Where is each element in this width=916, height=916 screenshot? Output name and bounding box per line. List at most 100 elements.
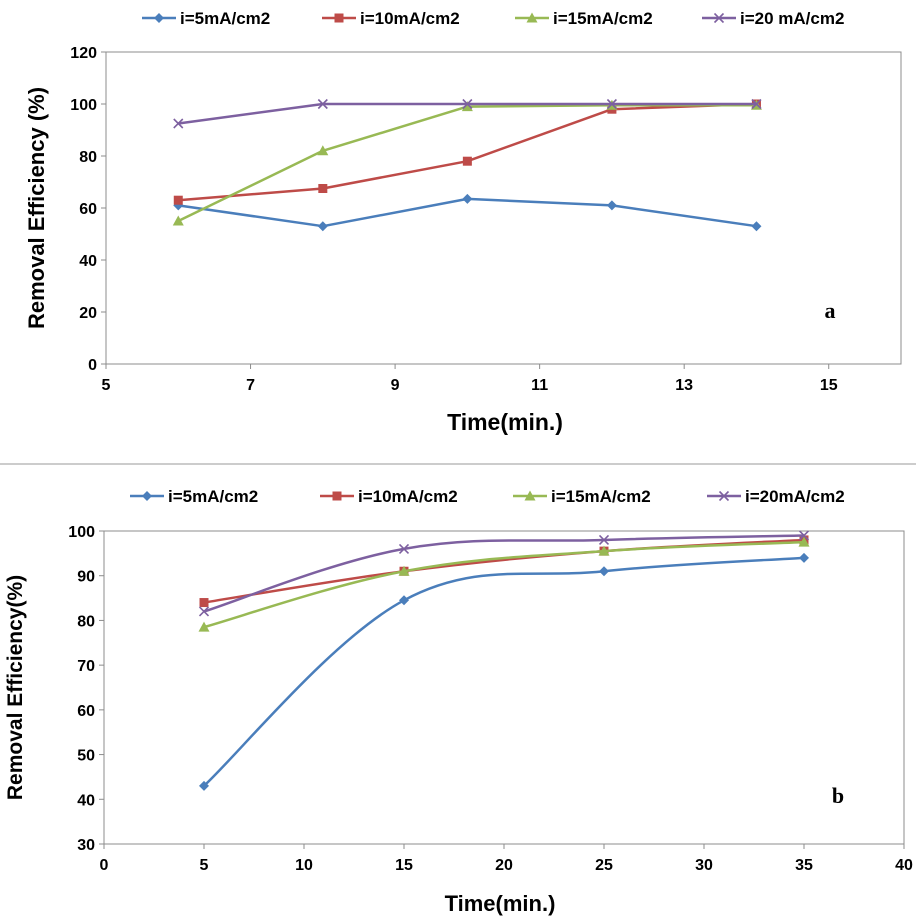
chart-b-series-2-point-3: [798, 536, 810, 547]
chart-a-series-3-point-3-stroke-2: [606, 98, 617, 110]
chart-a-xtick-label-2: 9: [391, 377, 400, 394]
chart-b-xtick-label-1: 5: [200, 857, 209, 874]
chart-b-series-2-point-0: [198, 621, 210, 632]
chart-b-plot-area: [103, 530, 905, 845]
chart-a-series-1-point-0: [173, 195, 183, 205]
chart-b-legend-marker-3: [718, 490, 730, 502]
chart-b-series-line-1: [203, 538, 805, 604]
chart-a-series-3-point-2: [462, 98, 473, 110]
chart-a-ytick-label-2: 40: [79, 253, 97, 270]
chart-a-legend-label-0: i=5mA/cm2: [180, 9, 270, 28]
chart-b-ytick-label-2: 50: [77, 748, 95, 765]
chart-b-xlabel: Time(min.): [445, 891, 556, 916]
chart-b-ytick-label-4: 70: [77, 658, 95, 675]
chart-b-series-3-point-1-stroke-2: [398, 543, 410, 554]
chart-b-legend-marker-2: [524, 490, 536, 501]
chart-a-series-0-point-2: [462, 193, 473, 204]
chart-a-ylabel: Removal Efficiency (%): [24, 87, 49, 329]
chart-b-ytick-label-0: 30: [77, 837, 95, 854]
chart-a: 0 20 40 60 80 100 120 5 7 9 11 13 15 Time(min.) Remova…: [24, 9, 902, 435]
chart-b-legend-label-2: i=15mA/cm2: [551, 487, 651, 506]
chart-a-ytick-label-6: 120: [70, 45, 97, 62]
chart-a-legend-marker-2: [526, 12, 538, 23]
chart-a-xlabel: Time(min.): [447, 409, 563, 435]
chart-a-legend-label-1: i=10mA/cm2: [360, 9, 460, 28]
chart-a-series-3-point-2-stroke-2: [462, 98, 473, 110]
chart-a-series-2-point-2: [461, 101, 473, 112]
chart-a-series-3-point-3: [606, 98, 617, 110]
chart-b-xtick-label-0: 0: [100, 857, 109, 874]
chart-a-xtick-label-4: 13: [675, 377, 693, 394]
chart-b-legend-marker-1: [332, 491, 342, 501]
chart-a-series-2-point-1: [317, 145, 329, 156]
chart-b-series-line-0: [203, 556, 805, 787]
chart-a-series-line-1: [178, 102, 757, 202]
chart-b-ytick-label-1: 40: [77, 792, 95, 809]
chart-a-series-1-point-2: [462, 156, 472, 166]
chart-b-xtick-label-3: 15: [395, 857, 413, 874]
chart-b-ytick-label-6: 90: [77, 569, 95, 586]
chart-a-series-3-point-1-stroke-2: [317, 98, 328, 110]
chart-b-panel-label: b: [832, 783, 844, 808]
chart-a-ytick-label-0: 0: [88, 357, 97, 374]
chart-a-xtick-label-0: 5: [102, 377, 111, 394]
chart-b-xtick-label-7: 35: [795, 857, 813, 874]
chart-a-ytick-label-3: 60: [79, 201, 97, 218]
chart-b-series-3-point-0: [198, 606, 210, 617]
chart-b-xtick-label-6: 30: [695, 857, 713, 874]
chart-a-legend-marker-3-stroke-2: [713, 12, 725, 24]
chart-b-series-line-3: [203, 534, 805, 613]
chart-b-legend: i=5mA/cm2 i=10mA/cm2 i=15mA/cm2 i=20mA/cm2: [130, 487, 845, 506]
chart-a-series-0-point-4: [751, 221, 762, 232]
chart-a-legend-marker-0: [154, 13, 164, 23]
chart-a-series-0-point-1: [317, 221, 328, 232]
chart-b-ytick-label-5: 80: [77, 613, 95, 630]
chart-b-series-3-point-2-stroke-2: [598, 534, 610, 546]
chart-a-legend: i=5mA/cm2 i=10mA/cm2 i=15mA/cm2 i=20 mA/cm2: [142, 9, 844, 28]
chart-b-series-0-point-0: [199, 780, 209, 791]
chart-b-xtick-label-8: 40: [895, 857, 913, 874]
chart-b-legend-marker-3-stroke-2: [718, 490, 730, 502]
chart-b-series-0-point-1: [399, 595, 409, 606]
chart-a-legend-marker-1: [334, 13, 344, 23]
chart-b-xtick-label-2: 10: [295, 857, 313, 874]
chart-b-series-3-point-0-stroke-2: [198, 606, 210, 617]
chart-a-xtick-label-1: 7: [246, 377, 255, 394]
chart-b-xtick-label-5: 25: [595, 857, 613, 874]
chart-a-xtick-label-5: 15: [820, 377, 838, 394]
chart-b-series-3-point-1: [398, 543, 410, 554]
chart-b-series-2-point-2: [598, 545, 610, 556]
chart-b: 30 40 50 60 70 80 90 100 0 5 10 15 20 25 30 35 40 Time(mi…: [4, 487, 913, 916]
chart-b-series-3-point-3-stroke-2: [798, 530, 810, 541]
chart-b-series-0-point-2: [599, 566, 609, 577]
chart-b-ylabel: Removal Efficiency(%): [4, 575, 27, 800]
chart-b-legend-label-1: i=10mA/cm2: [358, 487, 458, 506]
chart-a-legend-label-3: i=20 mA/cm2: [740, 9, 844, 28]
chart-b-xtick-label-4: 20: [495, 857, 513, 874]
chart-b-ytick-label-7: 100: [68, 524, 95, 541]
chart-a-series-3-point-4-stroke-2: [751, 98, 762, 110]
chart-a-series-3-point-1: [317, 98, 328, 110]
chart-a-series-3-point-4: [751, 98, 762, 110]
chart-a-series-3-point-0: [173, 118, 184, 129]
chart-a-legend-marker-3: [713, 12, 725, 24]
chart-a-ytick-label-5: 100: [70, 97, 97, 114]
chart-b-legend-marker-0: [142, 491, 152, 501]
chart-a-series-3-point-0-stroke-2: [173, 118, 184, 129]
chart-a-series-2-point-0: [172, 215, 184, 226]
chart-b-series-2-point-1: [398, 565, 410, 576]
chart-a-series-0-point-3: [606, 200, 617, 211]
chart-b-ytick-label-3: 60: [77, 703, 95, 720]
chart-a-series-1-point-1: [318, 184, 328, 193]
chart-b-legend-label-3: i=20mA/cm2: [745, 487, 845, 506]
chart-a-ytick-label-4: 80: [79, 149, 97, 166]
chart-a-xtick-label-3: 11: [531, 377, 548, 394]
chart-b-series-3-point-2: [598, 534, 610, 546]
chart-b-legend-label-0: i=5mA/cm2: [168, 487, 258, 506]
chart-b-series-0-point-3: [799, 552, 809, 563]
chart-b-series-3-point-3: [798, 530, 810, 541]
chart-a-legend-label-2: i=15mA/cm2: [553, 9, 653, 28]
chart-a-panel-label: a: [825, 298, 836, 323]
chart-b-series-1-point-0: [199, 598, 209, 608]
